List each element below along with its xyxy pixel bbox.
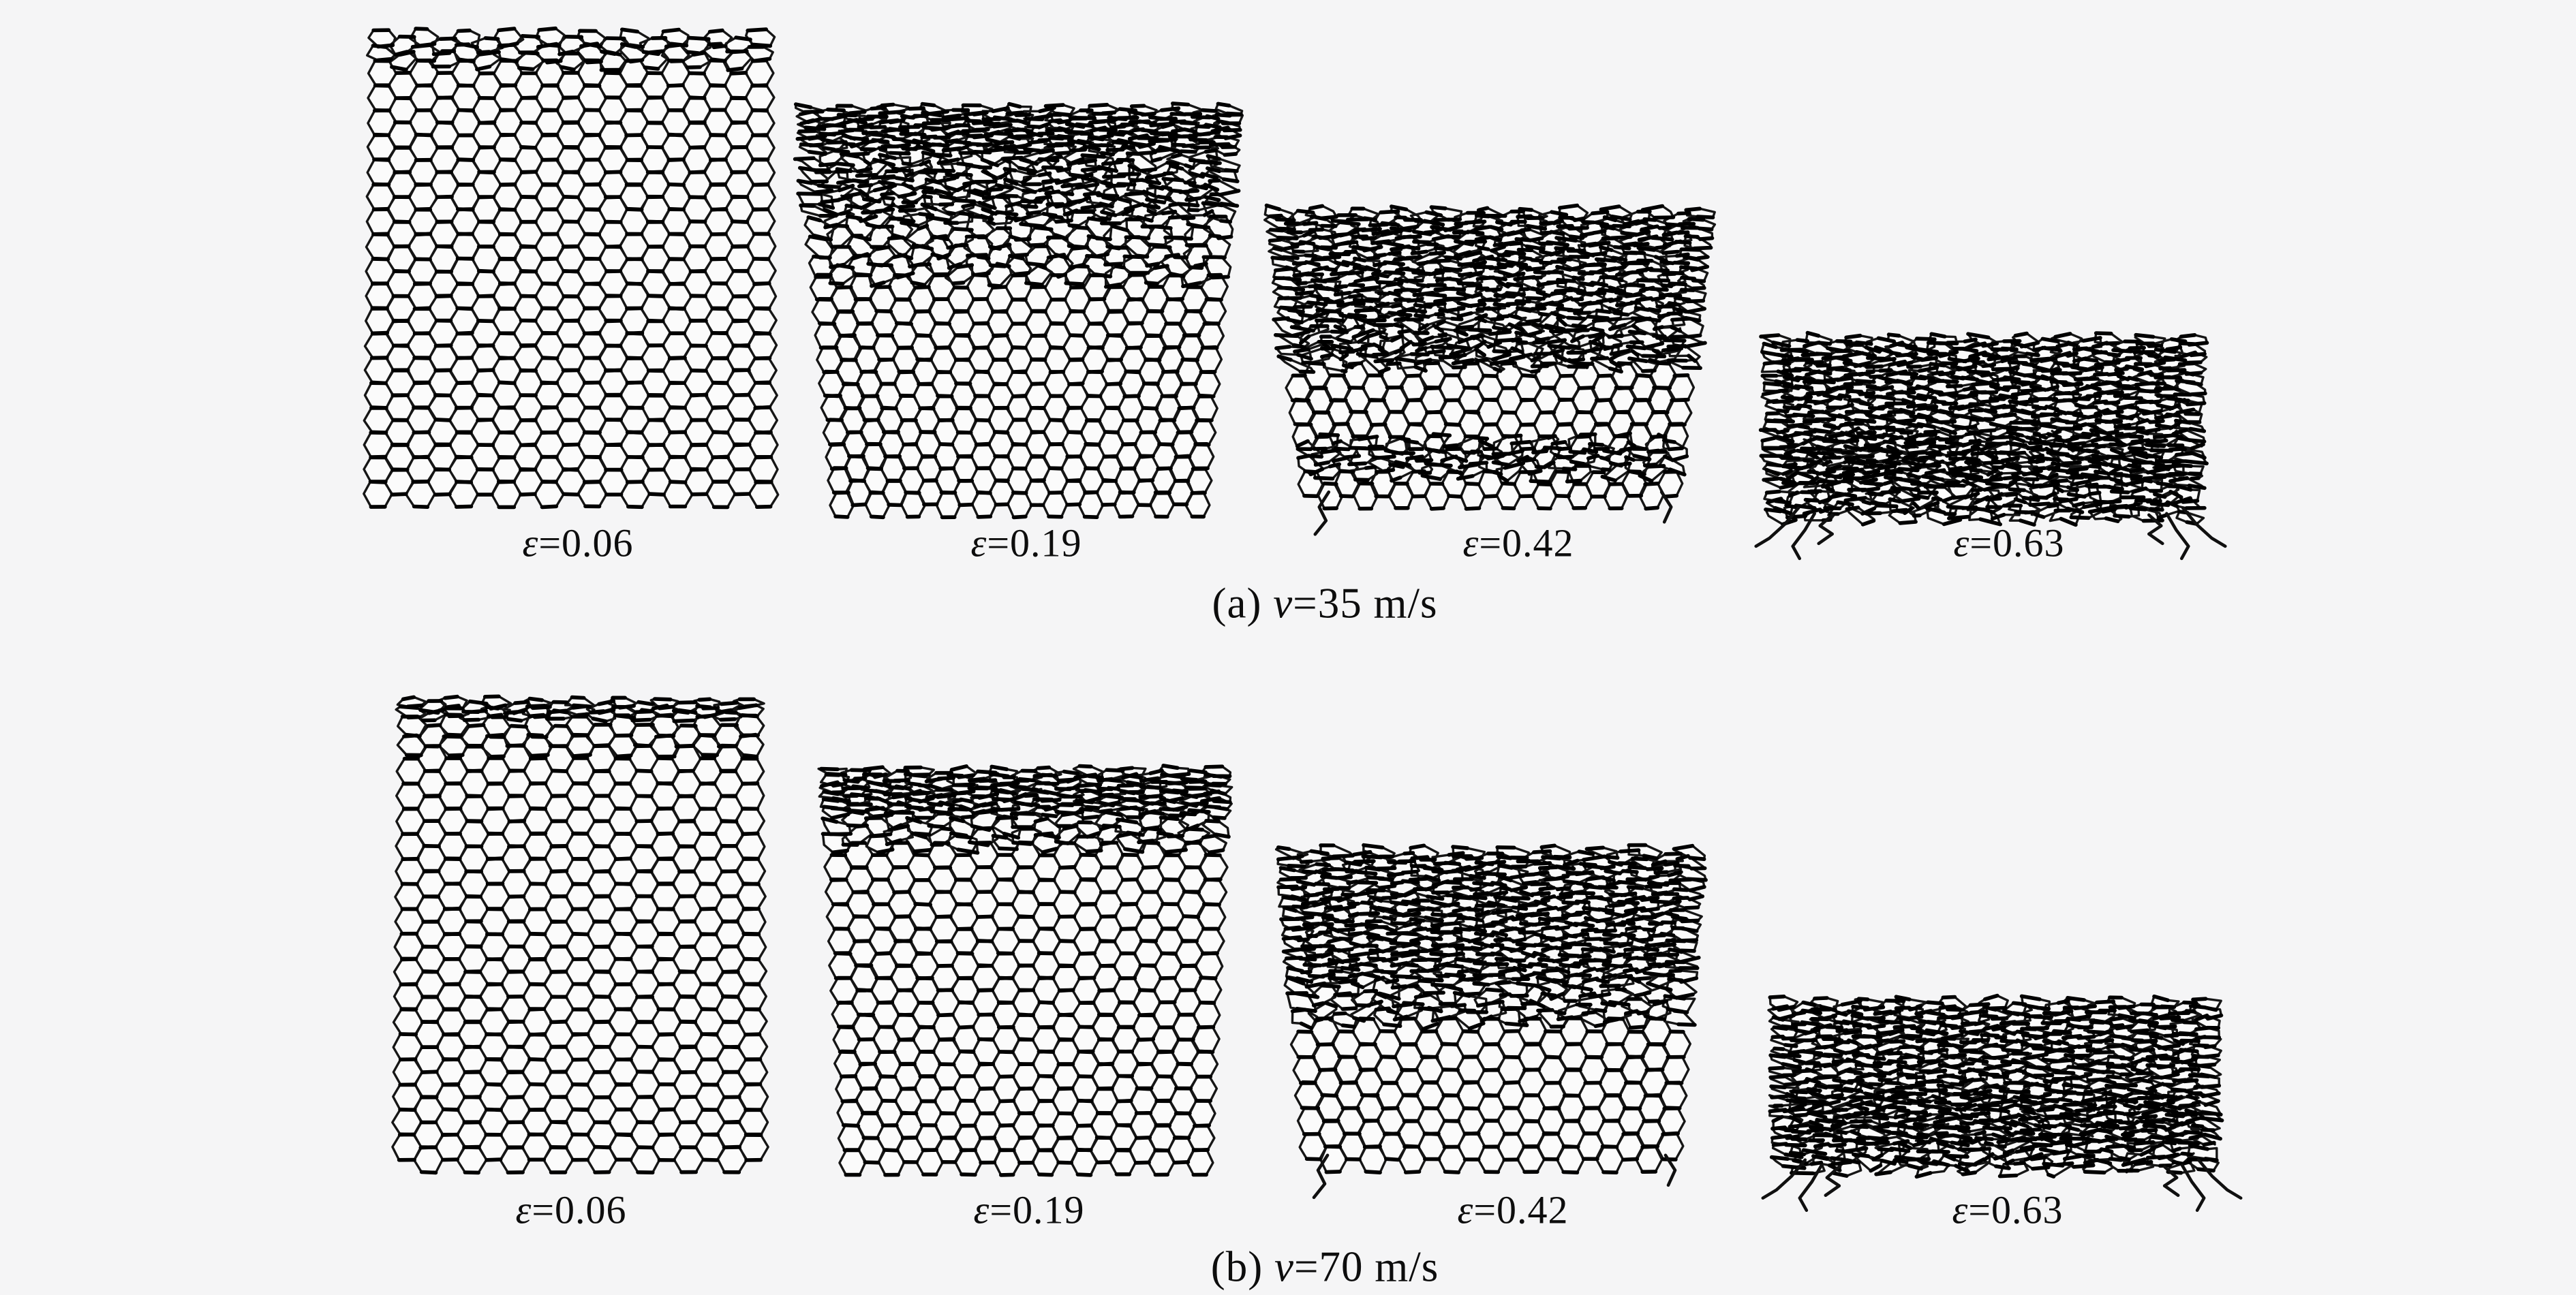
- velocity-value: =35 m/s: [1293, 579, 1438, 627]
- strain-value: =0.06: [532, 1187, 627, 1232]
- cell-wall-horizontal-edges: [1276, 843, 1708, 1174]
- strain-label-a2: ε=0.19: [970, 520, 1082, 566]
- strain-value: =0.63: [1968, 1187, 2064, 1232]
- cell-wall-horizontal-edges: [793, 102, 1243, 520]
- velocity-symbol: v: [1273, 579, 1293, 627]
- strain-label-b4: ε=0.63: [1952, 1187, 2063, 1233]
- cell-wall-horizontal-edges: [819, 764, 1232, 1177]
- honeycomb-b2: [817, 764, 1233, 1177]
- caption-row-b: (b) v=70 m/s: [1211, 1243, 1439, 1292]
- strain-value: =0.42: [1479, 520, 1574, 565]
- caption-row-a: (a) v=35 m/s: [1212, 579, 1438, 629]
- strain-value: =0.19: [990, 1187, 1085, 1232]
- honeycomb-b1: [391, 694, 769, 1175]
- epsilon-symbol: ε: [1953, 520, 1970, 565]
- honeycomb-b3: [1274, 843, 1708, 1200]
- honeycomb-a4: [1754, 330, 2227, 561]
- strain-label-b3: ε=0.42: [1457, 1187, 1568, 1233]
- honeycomb-a1: [363, 26, 780, 510]
- cell-wall-horizontal-edges: [1264, 203, 1715, 511]
- crushed-debris: [1313, 490, 1673, 536]
- strain-label-b2: ε=0.19: [973, 1187, 1084, 1233]
- cell-wall-horizontal-edges: [397, 694, 763, 1175]
- strain-value: =0.19: [987, 520, 1082, 565]
- epsilon-symbol: ε: [1952, 1187, 1969, 1232]
- cell-wall-horizontal-edges: [1768, 993, 2224, 1179]
- strain-value: =0.42: [1473, 1187, 1569, 1232]
- caption-prefix: (a): [1212, 579, 1274, 627]
- velocity-value: =70 m/s: [1293, 1243, 1439, 1291]
- strain-label-a1: ε=0.06: [522, 520, 633, 566]
- hexagon-cells: [363, 27, 780, 509]
- cell-wall-horizontal-edges: [368, 26, 773, 510]
- caption-prefix: (b): [1210, 1243, 1274, 1291]
- epsilon-symbol: ε: [1462, 520, 1479, 565]
- epsilon-symbol: ε: [970, 520, 987, 565]
- cell-wall-horizontal-edges: [1758, 330, 2209, 527]
- strain-label-a3: ε=0.42: [1462, 520, 1574, 566]
- strain-label-b1: ε=0.06: [515, 1187, 626, 1233]
- epsilon-symbol: ε: [973, 1187, 990, 1232]
- epsilon-symbol: ε: [515, 1187, 532, 1232]
- crushed-debris: [1754, 506, 2227, 561]
- epsilon-symbol: ε: [1457, 1187, 1474, 1232]
- epsilon-symbol: ε: [522, 520, 539, 565]
- crushed-debris: [1761, 1158, 2243, 1212]
- strain-label-a4: ε=0.63: [1953, 520, 2064, 566]
- strain-value: =0.63: [1969, 520, 2065, 565]
- strain-value: =0.06: [538, 520, 634, 565]
- crushed-debris: [1312, 1153, 1677, 1200]
- honeycomb-a3: [1263, 203, 1717, 536]
- honeycomb-b4: [1761, 993, 2243, 1212]
- honeycomb-a2: [793, 102, 1244, 520]
- velocity-symbol: v: [1274, 1243, 1294, 1291]
